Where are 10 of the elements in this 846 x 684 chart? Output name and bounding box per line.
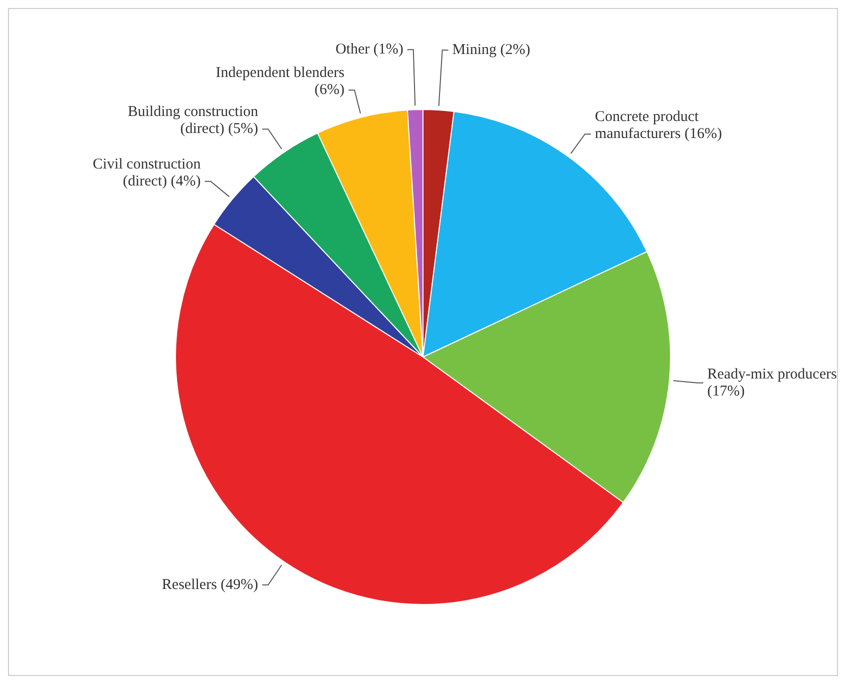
data-label: (17%) (707, 383, 745, 400)
data-label: (6%) (314, 82, 344, 98)
slice-label: Building construction (direct) (5%) (128, 104, 259, 138)
slice-label: Concrete product manufacturers (16%) (594, 109, 722, 142)
slice-label: Independent blenders (216, 65, 345, 82)
slice-label: Other (1%) (335, 42, 404, 58)
slice-label: Ready-mix producers (707, 366, 837, 382)
slice-label: Civil construction (direct) (4%) (92, 156, 202, 190)
slice-label: Resellers (49%) (162, 576, 258, 593)
slice-label: Mining (2%) (452, 42, 530, 58)
